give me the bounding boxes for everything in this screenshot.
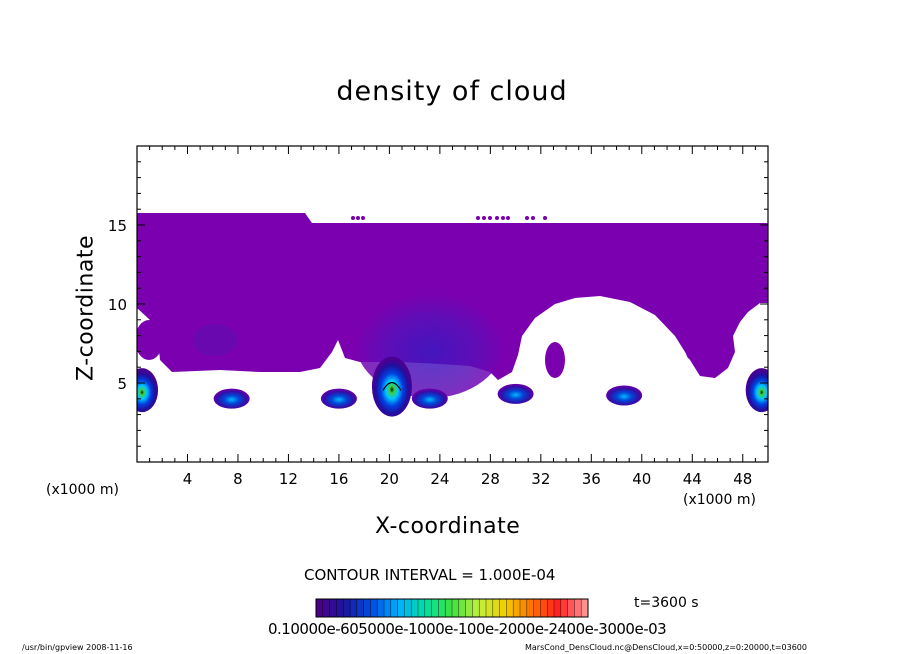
contour-interval-label: CONTOUR INTERVAL = 1.000E-04 bbox=[304, 566, 556, 584]
cloud-core-edge bbox=[745, 368, 768, 413]
colorbar-cell bbox=[574, 599, 582, 617]
y-axis-label: Z-coordinate bbox=[73, 235, 99, 381]
colorbar-cell bbox=[499, 599, 507, 617]
y-tick-label: 15 bbox=[108, 217, 127, 235]
left-blob bbox=[193, 324, 237, 356]
minor-ticks bbox=[137, 146, 768, 462]
right-blob bbox=[545, 342, 565, 378]
colorbar-cell bbox=[336, 599, 344, 617]
colorbar-cell bbox=[581, 599, 589, 617]
x-tick-label: 4 bbox=[183, 470, 193, 488]
colorbar-cell bbox=[554, 599, 562, 617]
colorbar-tick-labels: 0.10000e-605000e-1000e-100e-2000e-2400e-… bbox=[268, 620, 667, 638]
colorbar-cell bbox=[384, 599, 392, 617]
cloud-core-edge bbox=[137, 368, 159, 413]
y-tick-label: 10 bbox=[108, 296, 127, 314]
y-axis-ticks: 5 10 15 bbox=[108, 217, 768, 393]
colorbar-cell bbox=[513, 599, 521, 617]
colorbar-cell bbox=[316, 599, 324, 617]
colorbar-cell bbox=[458, 599, 467, 617]
colorbar-cell bbox=[424, 599, 433, 617]
x-tick-label: 36 bbox=[582, 470, 601, 488]
contour-line bbox=[382, 381, 402, 391]
colorbar-cell bbox=[465, 599, 473, 617]
colorbar-cell bbox=[472, 599, 480, 617]
cloud-core-weak bbox=[497, 383, 534, 404]
colorbar-cell bbox=[479, 599, 487, 617]
colorbar-cell bbox=[397, 599, 405, 617]
colorbar-cell bbox=[506, 599, 514, 617]
colorbar-cell bbox=[547, 599, 555, 617]
colorbar-cell bbox=[526, 599, 535, 617]
cloud-core-strong bbox=[371, 356, 412, 417]
x-tick-label: 24 bbox=[430, 470, 449, 488]
cloud-core-weak bbox=[411, 388, 448, 409]
cloud-core-weak bbox=[606, 385, 643, 406]
x-tick-label: 44 bbox=[683, 470, 702, 488]
colorbar-cell bbox=[411, 599, 419, 617]
colorbar-cell bbox=[533, 599, 541, 617]
colorbar-cell bbox=[322, 599, 331, 617]
footer-left: /usr/bin/gpview 2008-11-16 bbox=[22, 643, 133, 652]
cores-layer bbox=[137, 356, 768, 417]
colorbar-cell bbox=[492, 599, 501, 617]
x-tick-label: 48 bbox=[733, 470, 752, 488]
colorbar-cell bbox=[520, 599, 528, 617]
x-tick-label: 12 bbox=[279, 470, 298, 488]
x-axis-label-row: X-coordinate bbox=[0, 514, 904, 544]
colorbar-cell bbox=[343, 599, 351, 617]
colorbar-cell bbox=[329, 599, 337, 617]
footer-right: MarsCond_DensCloud.nc@DensCloud,x=0:5000… bbox=[525, 643, 807, 652]
colorbar-cell bbox=[377, 599, 385, 617]
x-unit-left: (x1000 m) bbox=[46, 482, 119, 498]
x-tick-label: 8 bbox=[233, 470, 243, 488]
colorbar-cell bbox=[350, 599, 358, 617]
colorbar-cell bbox=[418, 599, 426, 617]
time-label: t=3600 s bbox=[634, 595, 699, 611]
cloud-core-weak bbox=[213, 388, 250, 409]
colorbar-cell bbox=[438, 599, 446, 617]
y-tick-label: 5 bbox=[117, 375, 127, 393]
blob-right-2 bbox=[686, 344, 698, 360]
x-unit-right: (x1000 m) bbox=[683, 492, 756, 508]
colorbar bbox=[315, 598, 589, 618]
colorbar-cell bbox=[390, 599, 399, 617]
heatmap-field bbox=[137, 213, 768, 417]
chart-title: density of cloud bbox=[336, 76, 568, 107]
x-tick-label: 16 bbox=[329, 470, 348, 488]
blob-left-edge bbox=[137, 320, 163, 360]
colorbar-cells bbox=[315, 599, 589, 617]
x-tick-label: 32 bbox=[531, 470, 550, 488]
colorbar-cell bbox=[431, 599, 439, 617]
colorbar-cell bbox=[445, 599, 453, 617]
x-axis-ticks: 4 8 12 16 20 24 28 32 36 40 44 48 bbox=[183, 146, 752, 488]
x-tick-label: 40 bbox=[632, 470, 651, 488]
colorbar-cell bbox=[486, 599, 494, 617]
speckles bbox=[351, 216, 547, 220]
colorbar-cell bbox=[404, 599, 412, 617]
colorbar-cell bbox=[452, 599, 460, 617]
colorbar-cell bbox=[560, 599, 569, 617]
cloud-core-weak bbox=[320, 388, 357, 409]
colorbar-frame bbox=[315, 598, 589, 618]
x-axis-label: X-coordinate bbox=[375, 514, 521, 539]
colorbar-cell bbox=[356, 599, 365, 617]
colorbar-cell bbox=[567, 599, 575, 617]
x-tick-label: 20 bbox=[380, 470, 399, 488]
x-tick-label: 28 bbox=[481, 470, 500, 488]
colorbar-cell bbox=[363, 599, 371, 617]
colorbar-cell bbox=[540, 599, 548, 617]
colorbar-cell bbox=[370, 599, 378, 617]
